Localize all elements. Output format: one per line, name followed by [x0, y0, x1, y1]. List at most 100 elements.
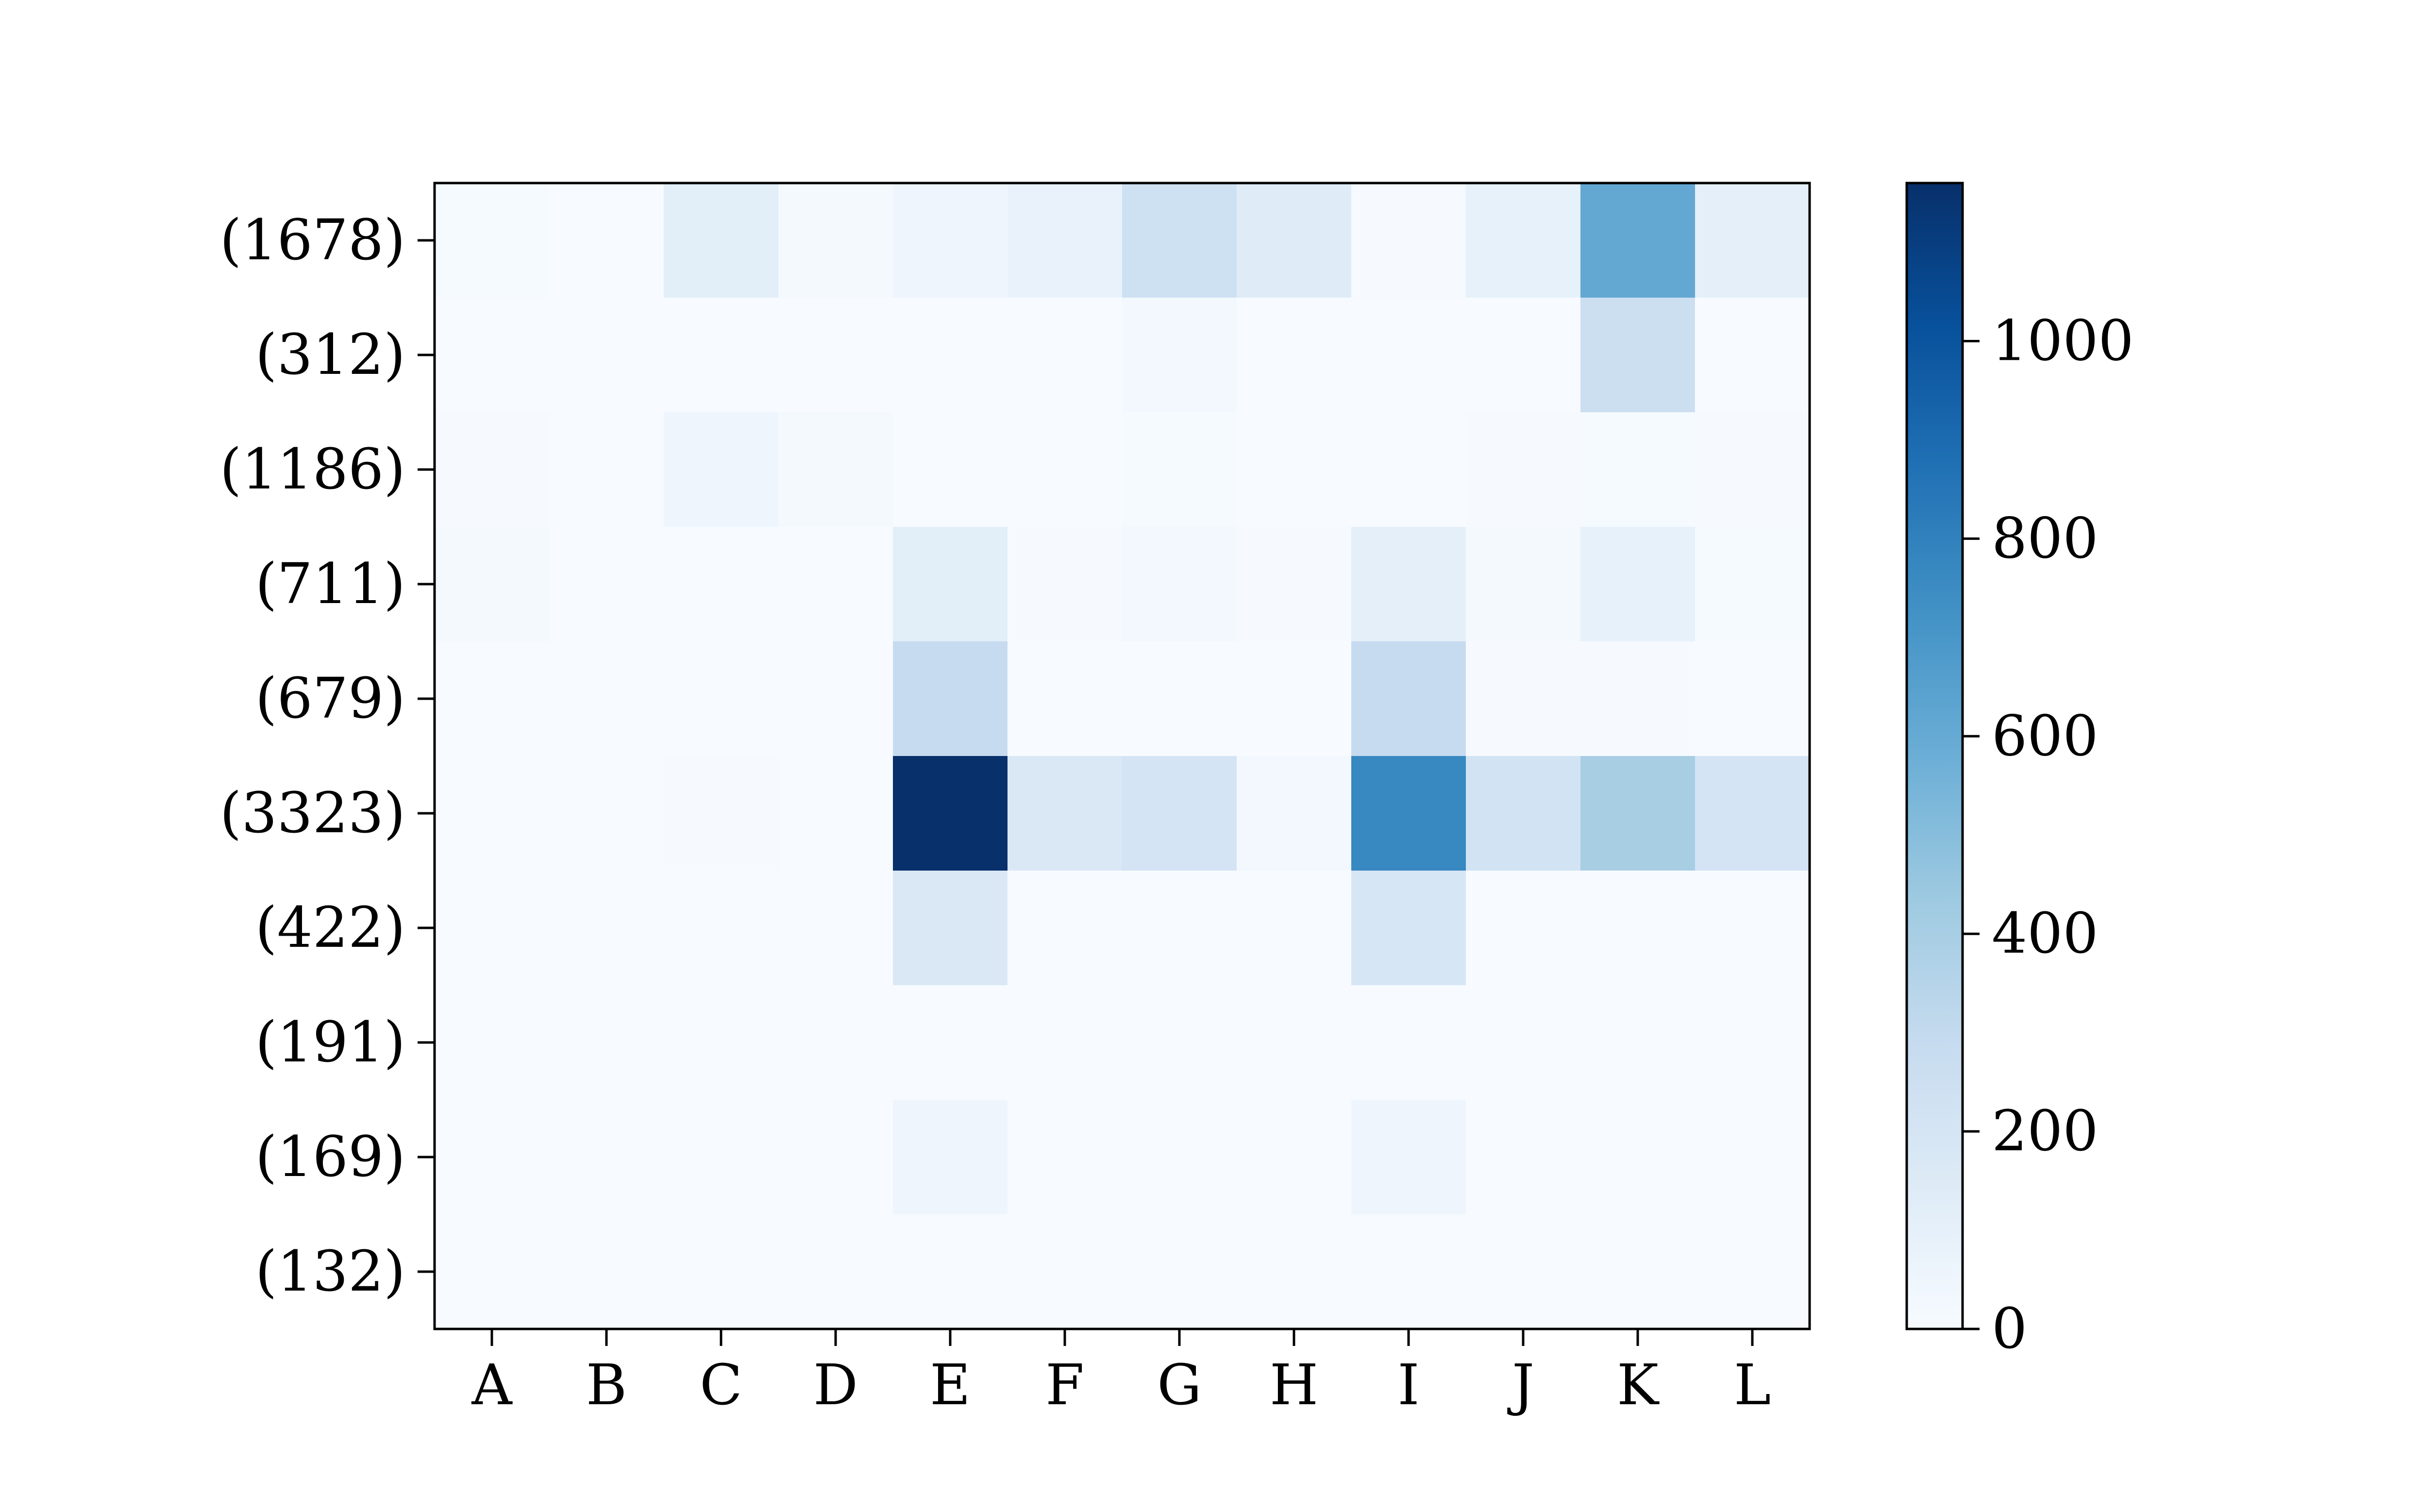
heatmap-cell — [435, 641, 550, 756]
heatmap-cell — [664, 871, 779, 986]
heatmap-cell — [1695, 985, 1810, 1100]
x-tick-label: H — [1270, 1353, 1318, 1418]
heatmap-cell — [1237, 183, 1352, 298]
colorbar-tick-label: 0 — [1992, 1296, 2027, 1361]
y-tick-label: (132) — [255, 1239, 405, 1304]
heatmap-cell — [1351, 1100, 1466, 1215]
heatmap-cell — [1695, 1100, 1810, 1215]
y-tick-label: (1186) — [220, 437, 405, 502]
heatmap-cell — [1008, 985, 1123, 1100]
heatmap-cell — [664, 527, 779, 642]
x-axis: A B C D E F G H I J K L — [471, 1329, 1771, 1418]
x-tick-label: D — [813, 1353, 858, 1418]
heatmap-cell — [1008, 412, 1123, 527]
heatmap-cell — [778, 871, 893, 986]
heatmap-cell — [664, 641, 779, 756]
heatmap-cell — [549, 871, 664, 986]
x-tick-label: F — [1045, 1353, 1084, 1418]
heatmap-cell — [1122, 871, 1237, 986]
heatmap-cell — [435, 756, 550, 871]
heatmap-cell — [778, 1214, 893, 1329]
heatmap-cell — [1008, 756, 1123, 871]
heatmap-cell — [1695, 527, 1810, 642]
heatmap-cell — [893, 412, 1008, 527]
colorbar-tick-label: 400 — [1992, 901, 2099, 966]
x-tick-label: E — [930, 1353, 971, 1418]
heatmap-cell — [1237, 641, 1352, 756]
heatmap-cell — [1580, 641, 1696, 756]
heatmap-cell — [664, 756, 779, 871]
y-tick-label: (3323) — [220, 781, 405, 846]
heatmap-cell — [549, 527, 664, 642]
heatmap-cell — [664, 183, 779, 298]
heatmap-cell — [1008, 527, 1123, 642]
heatmap-cell — [778, 1100, 893, 1215]
heatmap-cell — [549, 985, 664, 1100]
y-tick-label: (169) — [255, 1125, 405, 1190]
heatmap-cell — [1695, 412, 1810, 527]
heatmap-cell — [1122, 985, 1237, 1100]
heatmap-cell — [1237, 298, 1352, 413]
y-tick-label: (191) — [255, 1010, 405, 1075]
heatmap-cell — [1466, 527, 1581, 642]
heatmap-cell — [1122, 412, 1237, 527]
heatmap-cell — [1580, 527, 1696, 642]
heatmap-cell — [1008, 298, 1123, 413]
heatmap-cell — [1351, 1214, 1466, 1329]
x-tick-label: I — [1397, 1353, 1419, 1418]
heatmap-cell — [1122, 641, 1237, 756]
heatmap-cell — [1008, 183, 1123, 298]
colorbar-frame — [1905, 182, 1964, 1330]
heatmap-cell — [893, 183, 1008, 298]
heatmap-cell — [1466, 183, 1581, 298]
heatmap-cell — [549, 298, 664, 413]
heatmap-cell — [1237, 1100, 1352, 1215]
heatmap-cell — [1237, 527, 1352, 642]
heatmap-cell — [1695, 756, 1810, 871]
heatmap-cell — [1351, 871, 1466, 986]
heatmap-cell — [893, 756, 1008, 871]
x-tick-label: J — [1507, 1353, 1534, 1418]
heatmap-cell — [1008, 641, 1123, 756]
heatmap-cell — [1580, 1100, 1696, 1215]
heatmap-cell — [664, 298, 779, 413]
heatmap-cell — [549, 183, 664, 298]
heatmap-cell — [1466, 1214, 1581, 1329]
x-tick-label: C — [700, 1353, 742, 1418]
heatmap-cell — [778, 756, 893, 871]
heatmap-cell — [893, 527, 1008, 642]
heatmap-cell — [1580, 756, 1696, 871]
heatmap-cell — [435, 871, 550, 986]
heatmap-cell — [1122, 298, 1237, 413]
heatmap-cell — [1122, 527, 1237, 642]
heatmap-cell — [435, 298, 550, 413]
heatmap-cell — [1351, 756, 1466, 871]
heatmap-cell — [1351, 527, 1466, 642]
heatmap-cell — [778, 298, 893, 413]
heatmap-cell — [435, 1214, 550, 1329]
y-tick-label: (679) — [255, 666, 405, 731]
heatmap-cell — [435, 1100, 550, 1215]
heatmap-cell — [1466, 985, 1581, 1100]
heatmap-cell — [1237, 871, 1352, 986]
heatmap-cell — [778, 985, 893, 1100]
heatmap-cell — [1237, 985, 1352, 1100]
y-tick-label: (422) — [255, 895, 405, 960]
x-tick-label: B — [586, 1353, 627, 1418]
heatmap-cell — [1122, 1214, 1237, 1329]
heatmap-cell — [893, 985, 1008, 1100]
heatmap-cell — [1351, 641, 1466, 756]
heatmap-cell — [435, 183, 550, 298]
heatmap-cell — [549, 1100, 664, 1215]
heatmap-cell — [664, 1214, 779, 1329]
heatmap-cell — [1695, 1214, 1810, 1329]
heatmap-cell — [1466, 1100, 1581, 1215]
heatmap-cell — [435, 412, 550, 527]
heatmap-cell — [549, 641, 664, 756]
heatmap-cell — [1237, 756, 1352, 871]
heatmap-cell — [1351, 183, 1466, 298]
colorbar-axis: 0 200 400 600 800 1000 — [1963, 309, 2134, 1361]
heatmap-cell — [893, 871, 1008, 986]
heatmap-cell — [778, 641, 893, 756]
x-tick-label: A — [471, 1353, 513, 1418]
